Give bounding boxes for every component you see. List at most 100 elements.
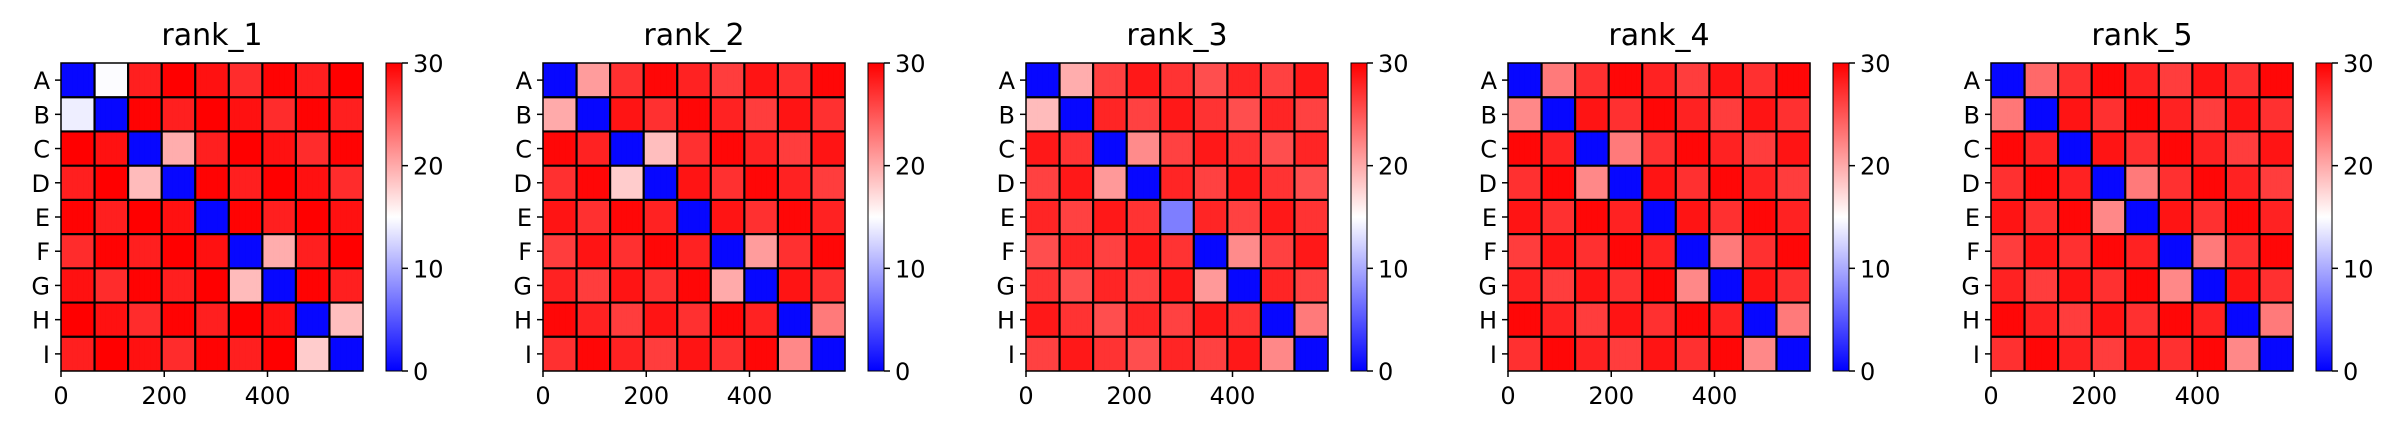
heatmap-cell	[105, 97, 112, 132]
heatmap-cell	[694, 165, 701, 200]
heatmap-cell	[1787, 131, 1794, 166]
heatmap-cell	[1093, 97, 1100, 132]
heatmap-cell	[318, 199, 325, 235]
heatmap-cell	[256, 302, 263, 337]
heatmap-cell	[72, 268, 79, 303]
heatmap-cell	[604, 63, 611, 98]
heatmap-cell	[2097, 199, 2104, 235]
heatmap-cell	[621, 336, 628, 371]
heatmap-cell	[699, 234, 706, 269]
heatmap-cell	[323, 199, 331, 235]
heatmap-cell	[178, 131, 185, 166]
heatmap-cell	[1765, 165, 1772, 200]
heatmap-cell	[766, 336, 773, 371]
heatmap-cell	[755, 199, 762, 235]
heatmap-cell	[772, 234, 779, 269]
heatmap-cell	[212, 63, 219, 98]
heatmap-cell	[2030, 63, 2037, 98]
heatmap-cell	[161, 336, 168, 371]
heatmap-cell	[1782, 302, 1789, 337]
heatmap-cell	[312, 268, 319, 303]
heatmap-cell	[1558, 199, 1565, 235]
heatmap-cell	[340, 131, 347, 166]
heatmap-cell	[2231, 199, 2238, 235]
heatmap-cell	[2175, 131, 2182, 166]
heatmap-cell	[1177, 97, 1184, 132]
heatmap-cell	[139, 97, 146, 132]
heatmap-cell	[77, 268, 84, 303]
heatmap-cell	[1244, 268, 1251, 303]
heatmap-cell	[307, 336, 314, 371]
heatmap-cell	[1076, 336, 1083, 371]
heatmap-cell	[1255, 336, 1262, 371]
heatmap-cell	[2287, 63, 2294, 98]
heatmap-cell	[2186, 268, 2193, 303]
heatmap-cell	[1193, 199, 1200, 235]
heatmap-cell	[1793, 234, 1800, 269]
heatmap-cell	[626, 63, 634, 98]
heatmap-cell	[1160, 63, 1167, 98]
heatmap-cell	[1188, 234, 1195, 269]
heatmap-cell	[346, 268, 353, 303]
heatmap-cell	[2046, 268, 2054, 303]
heatmap-cell	[2091, 268, 2098, 303]
heatmap-cell	[766, 165, 773, 200]
heatmap-cell	[2287, 336, 2294, 371]
heatmap-cell	[2013, 97, 2020, 132]
heatmap-cell	[94, 97, 101, 132]
heatmap-cell	[323, 302, 331, 337]
heatmap-cell	[766, 131, 773, 166]
heatmap-cell	[1070, 234, 1077, 269]
heatmap-cell	[543, 63, 550, 98]
heatmap-cell	[1580, 336, 1587, 371]
heatmap-cell	[666, 268, 673, 303]
heatmap-cell	[346, 336, 353, 371]
heatmap-cell	[1199, 302, 1206, 337]
heatmap-cell	[1093, 234, 1100, 269]
heatmap-cell	[1991, 268, 1998, 303]
heatmap-cell	[1563, 199, 1571, 235]
heatmap-cell	[1731, 234, 1738, 269]
heatmap-cell	[1255, 234, 1262, 269]
heatmap-cell	[1686, 97, 1694, 132]
y-tick-label: I	[525, 341, 532, 369]
heatmap-cell	[1137, 234, 1145, 269]
heatmap-cell	[721, 97, 729, 132]
heatmap-cell	[256, 199, 263, 235]
heatmap-cell	[2203, 336, 2210, 371]
colorbar-tick-label: 20	[413, 153, 444, 181]
heatmap-cell	[105, 234, 112, 269]
heatmap-cell	[267, 165, 275, 200]
heatmap-cell	[1249, 199, 1256, 235]
y-tick-label: D	[1479, 170, 1497, 198]
heatmap-cell	[1524, 268, 1531, 303]
heatmap-cell	[1199, 268, 1206, 303]
heatmap-cell	[1675, 165, 1682, 200]
heatmap-cell	[582, 302, 589, 337]
heatmap-cell	[1770, 199, 1778, 235]
heatmap-cell	[1053, 63, 1061, 98]
heatmap-cell	[251, 268, 258, 303]
heatmap-cell	[273, 63, 280, 98]
y-tick-label: E	[517, 204, 532, 232]
heatmap-cell	[744, 336, 751, 371]
heatmap-cell	[329, 199, 336, 235]
heatmap-cell	[610, 97, 617, 132]
heatmap-cell	[1681, 268, 1688, 303]
heatmap-cell	[88, 336, 96, 371]
heatmap-cell	[2248, 199, 2255, 235]
heatmap-cell	[1115, 165, 1122, 200]
heatmap-cell	[2253, 97, 2261, 132]
heatmap-cell	[2119, 131, 2126, 166]
heatmap-cell	[1137, 336, 1145, 371]
heatmap-cell	[2030, 336, 2037, 371]
heatmap-cell	[273, 199, 280, 235]
heatmap-cell	[666, 131, 673, 166]
heatmap-cell	[66, 234, 73, 269]
heatmap-cell	[72, 199, 79, 235]
heatmap-cell	[1535, 97, 1543, 132]
heatmap-cell	[239, 234, 247, 269]
heatmap-cell	[2052, 268, 2059, 303]
